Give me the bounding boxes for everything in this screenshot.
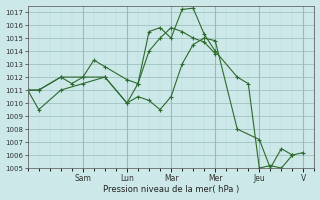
X-axis label: Pression niveau de la mer( hPa ): Pression niveau de la mer( hPa ) (103, 185, 239, 194)
